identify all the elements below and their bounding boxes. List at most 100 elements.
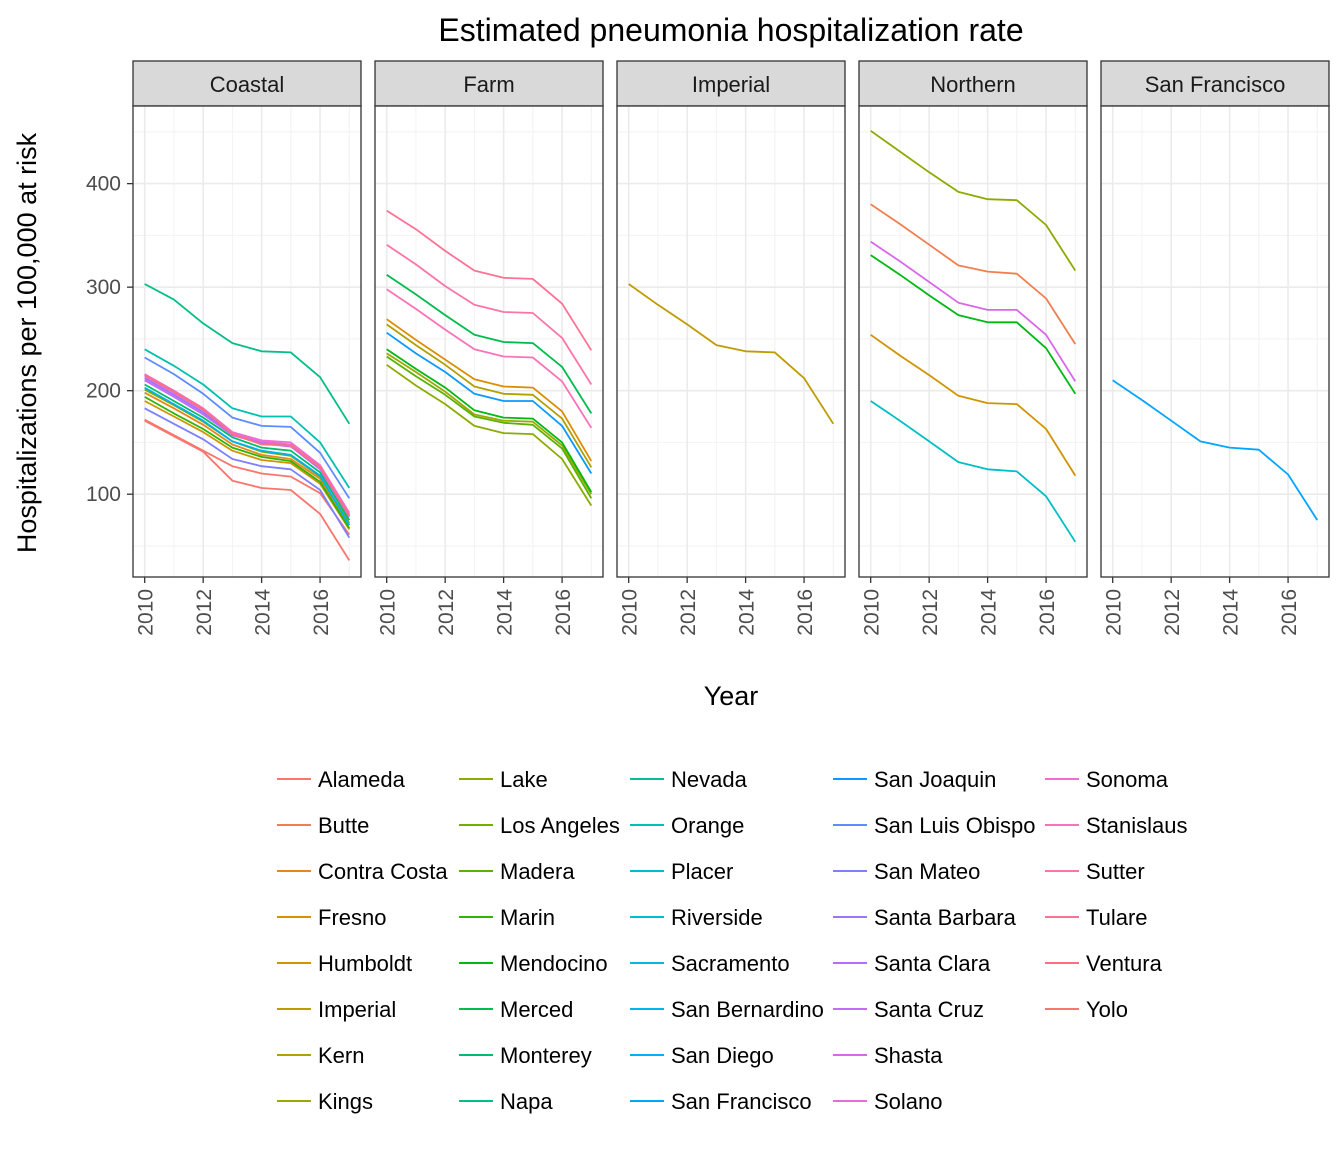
legend-item-santa-clara: Santa Clara	[833, 951, 991, 976]
facet-strip	[132, 60, 362, 107]
legend-label: Santa Cruz	[874, 997, 984, 1022]
legend-item-san-bernardino: San Bernardino	[630, 997, 824, 1022]
facet-strip	[374, 60, 604, 107]
legend-item-marin: Marin	[459, 905, 555, 930]
legend-label: Placer	[671, 859, 733, 884]
series-line-lake	[870, 130, 1077, 272]
legend-item-los-angeles: Los Angeles	[459, 813, 620, 838]
legend-item-nevada: Nevada	[630, 767, 748, 792]
legend-label: Humboldt	[318, 951, 412, 976]
legend-label: San Mateo	[874, 859, 980, 884]
x-tick-label: 2012	[435, 589, 458, 636]
x-tick-label: 2012	[193, 589, 216, 636]
series-line-madera	[386, 355, 593, 499]
legend-label: Nevada	[671, 767, 748, 792]
series-line-placer	[870, 400, 1077, 543]
legend-label: Santa Clara	[874, 951, 991, 976]
legend-label: Ventura	[1086, 951, 1163, 976]
x-tick-label: 2014	[736, 589, 759, 636]
x-tick-label: 2012	[919, 589, 942, 636]
y-tick-label: 100	[86, 483, 121, 506]
series-line-marin	[144, 396, 351, 529]
x-tick-label: 2012	[677, 589, 700, 636]
plot-background	[617, 106, 845, 577]
x-tick-label: 2016	[552, 589, 575, 636]
series-line-mendocino	[870, 254, 1077, 395]
legend-item-san-mateo: San Mateo	[833, 859, 980, 884]
panel-border	[858, 105, 1088, 578]
facet-panel-san-francisco: San Francisco 2010 2012 2014 2016	[1100, 60, 1330, 636]
legend-label: Sonoma	[1086, 767, 1169, 792]
legend-label: Napa	[500, 1089, 553, 1114]
legend-item-monterey: Monterey	[459, 1043, 592, 1068]
y-tick-label: 300	[86, 276, 121, 299]
facet-panel-northern: Northern 2010 2012 2014 2016	[858, 60, 1088, 636]
facet-panel-coastal: Coastal 2010 2012 2014 2016 100 200 300 400	[86, 60, 362, 636]
facet-strip-label: Coastal	[210, 72, 285, 97]
legend-item-san-luis-obispo: San Luis Obispo	[833, 813, 1035, 838]
series-line-contra-costa	[144, 391, 351, 526]
x-tick-label: 2012	[1161, 589, 1184, 636]
x-tick-label: 2010	[861, 589, 884, 636]
x-tick-label: 2014	[978, 589, 1001, 636]
legend-label: San Francisco	[671, 1089, 812, 1114]
legend-item-sutter: Sutter	[1045, 859, 1145, 884]
legend-item-san-francisco: San Francisco	[630, 1089, 812, 1114]
series-line-humboldt	[870, 334, 1077, 477]
panel-border	[374, 105, 604, 578]
legend-item-sonoma: Sonoma	[1045, 767, 1169, 792]
legend-item-santa-cruz: Santa Cruz	[833, 997, 984, 1022]
x-tick-label: 2016	[1278, 589, 1301, 636]
facet-strip	[616, 60, 846, 107]
x-tick-label: 2016	[1036, 589, 1059, 636]
legend-label: Sacramento	[671, 951, 790, 976]
legend-label: Tulare	[1086, 905, 1148, 930]
legend-label: Yolo	[1086, 997, 1128, 1022]
legend-item-alameda: Alameda	[277, 767, 406, 792]
series-line-monterey	[144, 383, 351, 521]
legend-label: Alameda	[318, 767, 406, 792]
facet-panel-imperial: Imperial 2010 2012 2014 2016	[616, 60, 846, 636]
facet-strip-label: San Francisco	[1145, 72, 1286, 97]
series-line-imperial	[628, 283, 835, 425]
legend-item-ventura: Ventura	[1045, 951, 1163, 976]
legend-item-madera: Madera	[459, 859, 575, 884]
legend-label: Los Angeles	[500, 813, 620, 838]
legend-label: Riverside	[671, 905, 763, 930]
legend-label: Solano	[874, 1089, 943, 1114]
legend-item-yolo: Yolo	[1045, 997, 1128, 1022]
series-line-san-luis-obispo	[144, 356, 351, 499]
legend-item-san-diego: San Diego	[630, 1043, 774, 1068]
legend-label: Kern	[318, 1043, 364, 1068]
legend-item-merced: Merced	[459, 997, 573, 1022]
facet-panel-farm: Farm 2010 2012 2014 2016	[374, 60, 604, 636]
facet-strip	[858, 60, 1088, 107]
series-line-kings	[386, 352, 593, 495]
legend-item-sacramento: Sacramento	[630, 951, 790, 976]
legend-item-stanislaus: Stanislaus	[1045, 813, 1188, 838]
series-line-kern	[386, 323, 593, 468]
series-line-tulare	[386, 209, 593, 351]
legend-label: Marin	[500, 905, 555, 930]
panel-border	[616, 105, 846, 578]
legend-label: San Joaquin	[874, 767, 996, 792]
legend-label: Shasta	[874, 1043, 943, 1068]
legend-label: Kings	[318, 1089, 373, 1114]
legend-item-orange: Orange	[630, 813, 744, 838]
chart-title: Estimated pneumonia hospitalization rate	[438, 12, 1023, 48]
series-line-orange	[144, 348, 351, 489]
legend-item-solano: Solano	[833, 1089, 943, 1114]
y-tick-label: 400	[86, 173, 121, 196]
y-axis-title: Hospitalizations per 100,000 at risk	[12, 132, 42, 553]
plot-background	[133, 106, 361, 577]
series-line-lake	[386, 364, 593, 507]
legend-label: Butte	[318, 813, 369, 838]
legend-item-napa: Napa	[459, 1089, 553, 1114]
x-tick-label: 2014	[252, 589, 275, 636]
legend-label: Madera	[500, 859, 575, 884]
x-tick-label: 2010	[619, 589, 642, 636]
facet-strip-label: Farm	[463, 72, 514, 97]
facet-strip-label: Imperial	[692, 72, 770, 97]
legend-label: San Bernardino	[671, 997, 824, 1022]
